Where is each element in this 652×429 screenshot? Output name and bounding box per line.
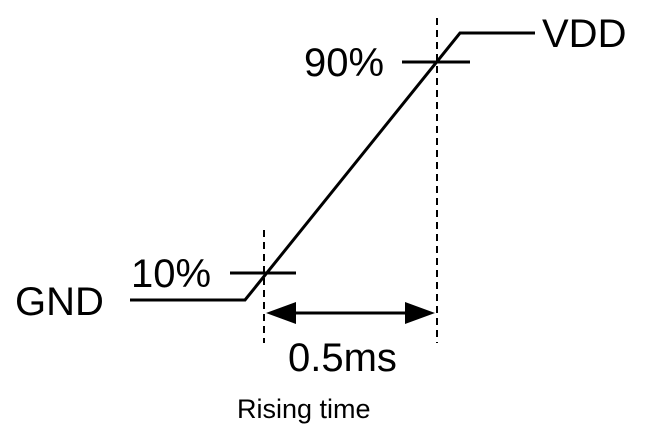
gnd-label: GND	[15, 280, 104, 324]
duration-arrow-right-head	[405, 302, 435, 324]
upper-threshold-label: 90%	[304, 41, 384, 85]
duration-label: 0.5ms	[288, 336, 397, 380]
caption-label: Rising time	[237, 394, 371, 424]
signal-waveform	[130, 31, 535, 302]
duration-arrow-left-head	[266, 302, 296, 324]
vdd-label: VDD	[542, 12, 626, 56]
lower-threshold-label: 10%	[131, 252, 211, 296]
